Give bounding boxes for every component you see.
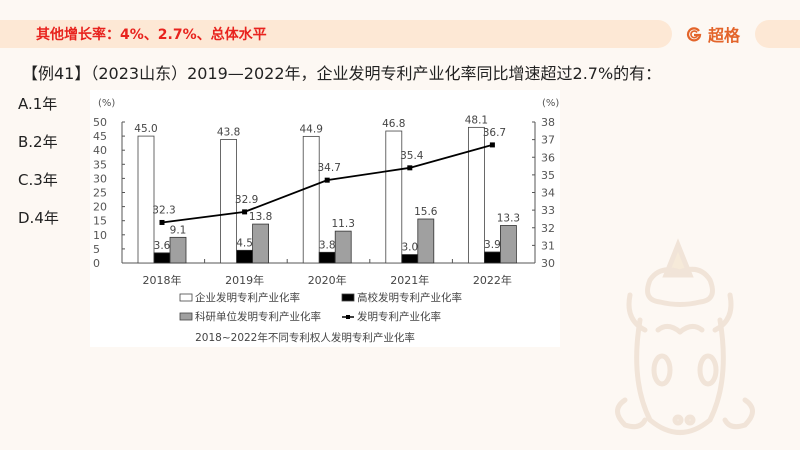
chart-title: 2018~2022年不同专利权人发明专利产业化率 [195,331,415,344]
bar-value-label: 11.3 [332,218,355,230]
line-marker [407,165,413,171]
right-axis-unit: (%) [542,98,559,109]
right-tick-label: 31 [541,239,555,252]
x-tick-label: 2021年 [390,273,429,287]
combo-chart: (%) (%)0510152025303540455030313233343536… [93,98,559,344]
left-tick-label: 10 [93,229,107,242]
bar-value-label: 3.9 [484,239,501,251]
left-tick-label: 35 [93,158,107,171]
bar [137,135,155,264]
left-tick-label: 25 [93,187,107,200]
bar-value-label: 15.6 [414,206,438,218]
option-c[interactable]: C.3年 [18,171,58,189]
legend-swatch [341,293,355,302]
bar [220,139,238,264]
bar [483,251,501,264]
legend-swatch [346,315,350,319]
line-marker [159,219,165,225]
bar-value-label: 9.1 [170,224,187,236]
right-tick-label: 37 [541,134,555,147]
brand-name: 超格 [708,26,741,45]
question-text: 【例41】（2023山东）2019—2022年，企业发明专利产业化率同比增速超过… [22,64,662,83]
option-d[interactable]: D.4年 [18,209,59,227]
brand-g-icon [686,27,702,42]
line-value-label: 34.7 [318,162,341,174]
chart-panel: (%) (%) 0 5 10 15 20 25 30 35 40 45 50 30 31 32 33 34 35 36… [90,90,560,347]
line-series [161,144,493,224]
line-value-label: 32.3 [152,204,175,216]
bar [417,218,435,264]
left-tick-label: 15 [93,215,107,228]
bar [169,236,187,264]
banner-right-cap [755,20,800,48]
brand-logo: 超格 [686,22,740,46]
answer-options: A.1年 B.2年 C.3年 D.4年 [18,94,59,246]
right-tick-label: 38 [541,116,555,129]
left-tick-label: 30 [93,172,107,185]
left-tick-label: 40 [93,144,107,157]
line-value-label: 32.9 [235,194,258,206]
topic-banner [0,20,672,48]
x-tick-label: 2020年 [308,273,347,287]
right-tick-label: 34 [541,187,555,200]
bar-value-label: 44.9 [300,123,323,135]
left-tick-label: 0 [93,257,100,270]
bar [236,249,254,264]
bar-value-label: 4.5 [236,237,253,249]
x-tick-label: 2018年 [143,273,182,287]
x-tick-label: 2022年 [473,273,512,287]
left-tick-label: 45 [93,130,107,143]
unicorn-mascot-watermark [615,238,755,435]
bar-value-label: 48.1 [465,114,488,126]
x-tick-label: 2019年 [225,273,264,287]
legend-label: 企业发明专利产业化率 [195,291,300,304]
right-tick-label: 32 [541,222,555,235]
left-axis-unit: (%) [98,98,115,109]
right-tick-label: 33 [541,204,555,217]
legend-label: 高校发明专利产业化率 [357,291,462,304]
bar [334,230,352,264]
bar [467,126,485,264]
left-tick-label: 20 [93,201,107,214]
bar [302,135,320,264]
legend-label: 发明专利产业化率 [357,310,441,323]
option-b[interactable]: B.2年 [18,133,58,151]
right-tick-label: 30 [541,257,555,270]
bar [401,254,419,264]
line-value-label: 36.7 [483,127,506,139]
left-tick-label: 5 [93,243,100,256]
bar-value-label: 3.8 [319,239,336,251]
right-tick-label: 35 [541,169,555,182]
option-a[interactable]: A.1年 [18,95,58,113]
bar-value-label: 43.8 [217,126,240,138]
bar-value-label: 3.6 [154,240,171,252]
bar [385,130,403,264]
bar-value-label: 3.0 [401,242,418,254]
bar [318,251,336,264]
legend-swatch [179,293,193,302]
line-value-label: 35.4 [400,150,424,162]
right-tick-label: 36 [541,151,555,164]
bar-value-label: 45.0 [134,123,157,135]
line-marker [489,142,495,148]
line-marker [242,209,248,215]
left-tick-label: 50 [93,116,107,129]
topic-title: 其他增长率：4%、2.7%、总体水平 [36,27,267,43]
bar [499,225,517,264]
bar [252,223,270,264]
legend-swatch [179,312,193,321]
legend-label: 科研单位发明专利产业化率 [195,310,321,323]
bar [153,252,171,264]
line-marker [324,177,330,183]
bar-value-label: 13.3 [497,212,520,224]
bar-value-label: 13.8 [249,211,272,223]
bar-value-label: 46.8 [382,118,405,130]
